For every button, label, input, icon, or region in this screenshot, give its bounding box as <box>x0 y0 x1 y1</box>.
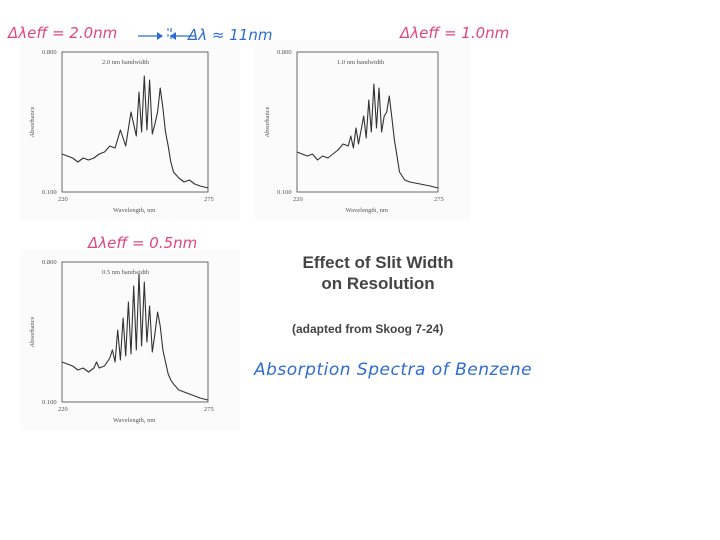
chart0-plot-frame <box>61 51 209 193</box>
arrowhead-right-icon <box>157 32 163 40</box>
title-line-2: on Resolution <box>321 274 435 293</box>
chart1-plot-frame <box>296 51 439 193</box>
chart1-xtick-end: 275 <box>434 196 444 203</box>
page-title: Effect of Slit Width on Resolution <box>268 252 488 294</box>
chart1-xlabel: Wavelength, nm <box>346 207 388 214</box>
chart0-ytick-bottom: 0.100 <box>42 189 57 196</box>
chart0-panel-label: 2.0 nm bandwidth <box>102 59 150 66</box>
chart1-ylabel: Absorbance <box>264 106 271 137</box>
chart1-ytick-top: 0.800 <box>277 49 292 56</box>
caption: Absorption Spectra of Benzene <box>254 360 533 380</box>
chart2-xtick-start: 220 <box>58 406 68 413</box>
chart1-spectrum-line <box>296 83 439 189</box>
chart0-xtick-start: 220 <box>58 196 68 203</box>
chart0-xlabel: Wavelength, nm <box>113 207 155 214</box>
chart2-ytick-bottom: 0.100 <box>42 399 57 406</box>
chart1-ytick-bottom: 0.100 <box>277 189 292 196</box>
spectrum-panel-1nm: 1.0 nm bandwidth 0.800 0.100 220 275 Waveleng… <box>255 40 470 220</box>
chart2-panel-label: 0.5 nm bandwidth <box>102 269 150 276</box>
chart2-xtick-end: 275 <box>204 406 214 413</box>
chart2-spectrum-line <box>61 273 209 401</box>
chart2-ylabel: Absorbance <box>29 316 36 347</box>
chart0-ytick-top: 0.800 <box>42 49 57 56</box>
delta-lambda-annotation: Δλ ≈ 11nm <box>187 26 272 44</box>
chart2-ytick-top: 0.800 <box>42 259 57 266</box>
chart1-xtick-start: 220 <box>293 196 303 203</box>
subtitle: (adapted from Skoog 7-24) <box>292 322 444 336</box>
delta-eff-05nm-annotation: Δλeff = 0.5nm <box>87 234 197 252</box>
chart2-xlabel: Wavelength, nm <box>113 417 155 424</box>
delta-eff-2nm-annotation: Δλeff = 2.0nm <box>7 24 117 42</box>
chart0-spectrum-line <box>61 75 209 189</box>
chart2-plot-frame <box>61 261 209 403</box>
chart0-xtick-end: 275 <box>204 196 214 203</box>
title-line-1: Effect of Slit Width <box>302 253 454 272</box>
chart1-panel-label: 1.0 nm bandwidth <box>337 59 385 66</box>
arrowhead-left-icon <box>170 32 176 40</box>
chart0-ylabel: Absorbance <box>29 106 36 137</box>
spectrum-panel-2nm: 2.0 nm bandwidth 0.800 0.100 220 275 Waveleng… <box>20 40 240 220</box>
delta-eff-1nm-annotation: Δλeff = 1.0nm <box>399 24 509 42</box>
spectrum-panel-05nm: 0.5 nm bandwidth 0.800 0.100 220 275 Waveleng… <box>20 250 240 430</box>
